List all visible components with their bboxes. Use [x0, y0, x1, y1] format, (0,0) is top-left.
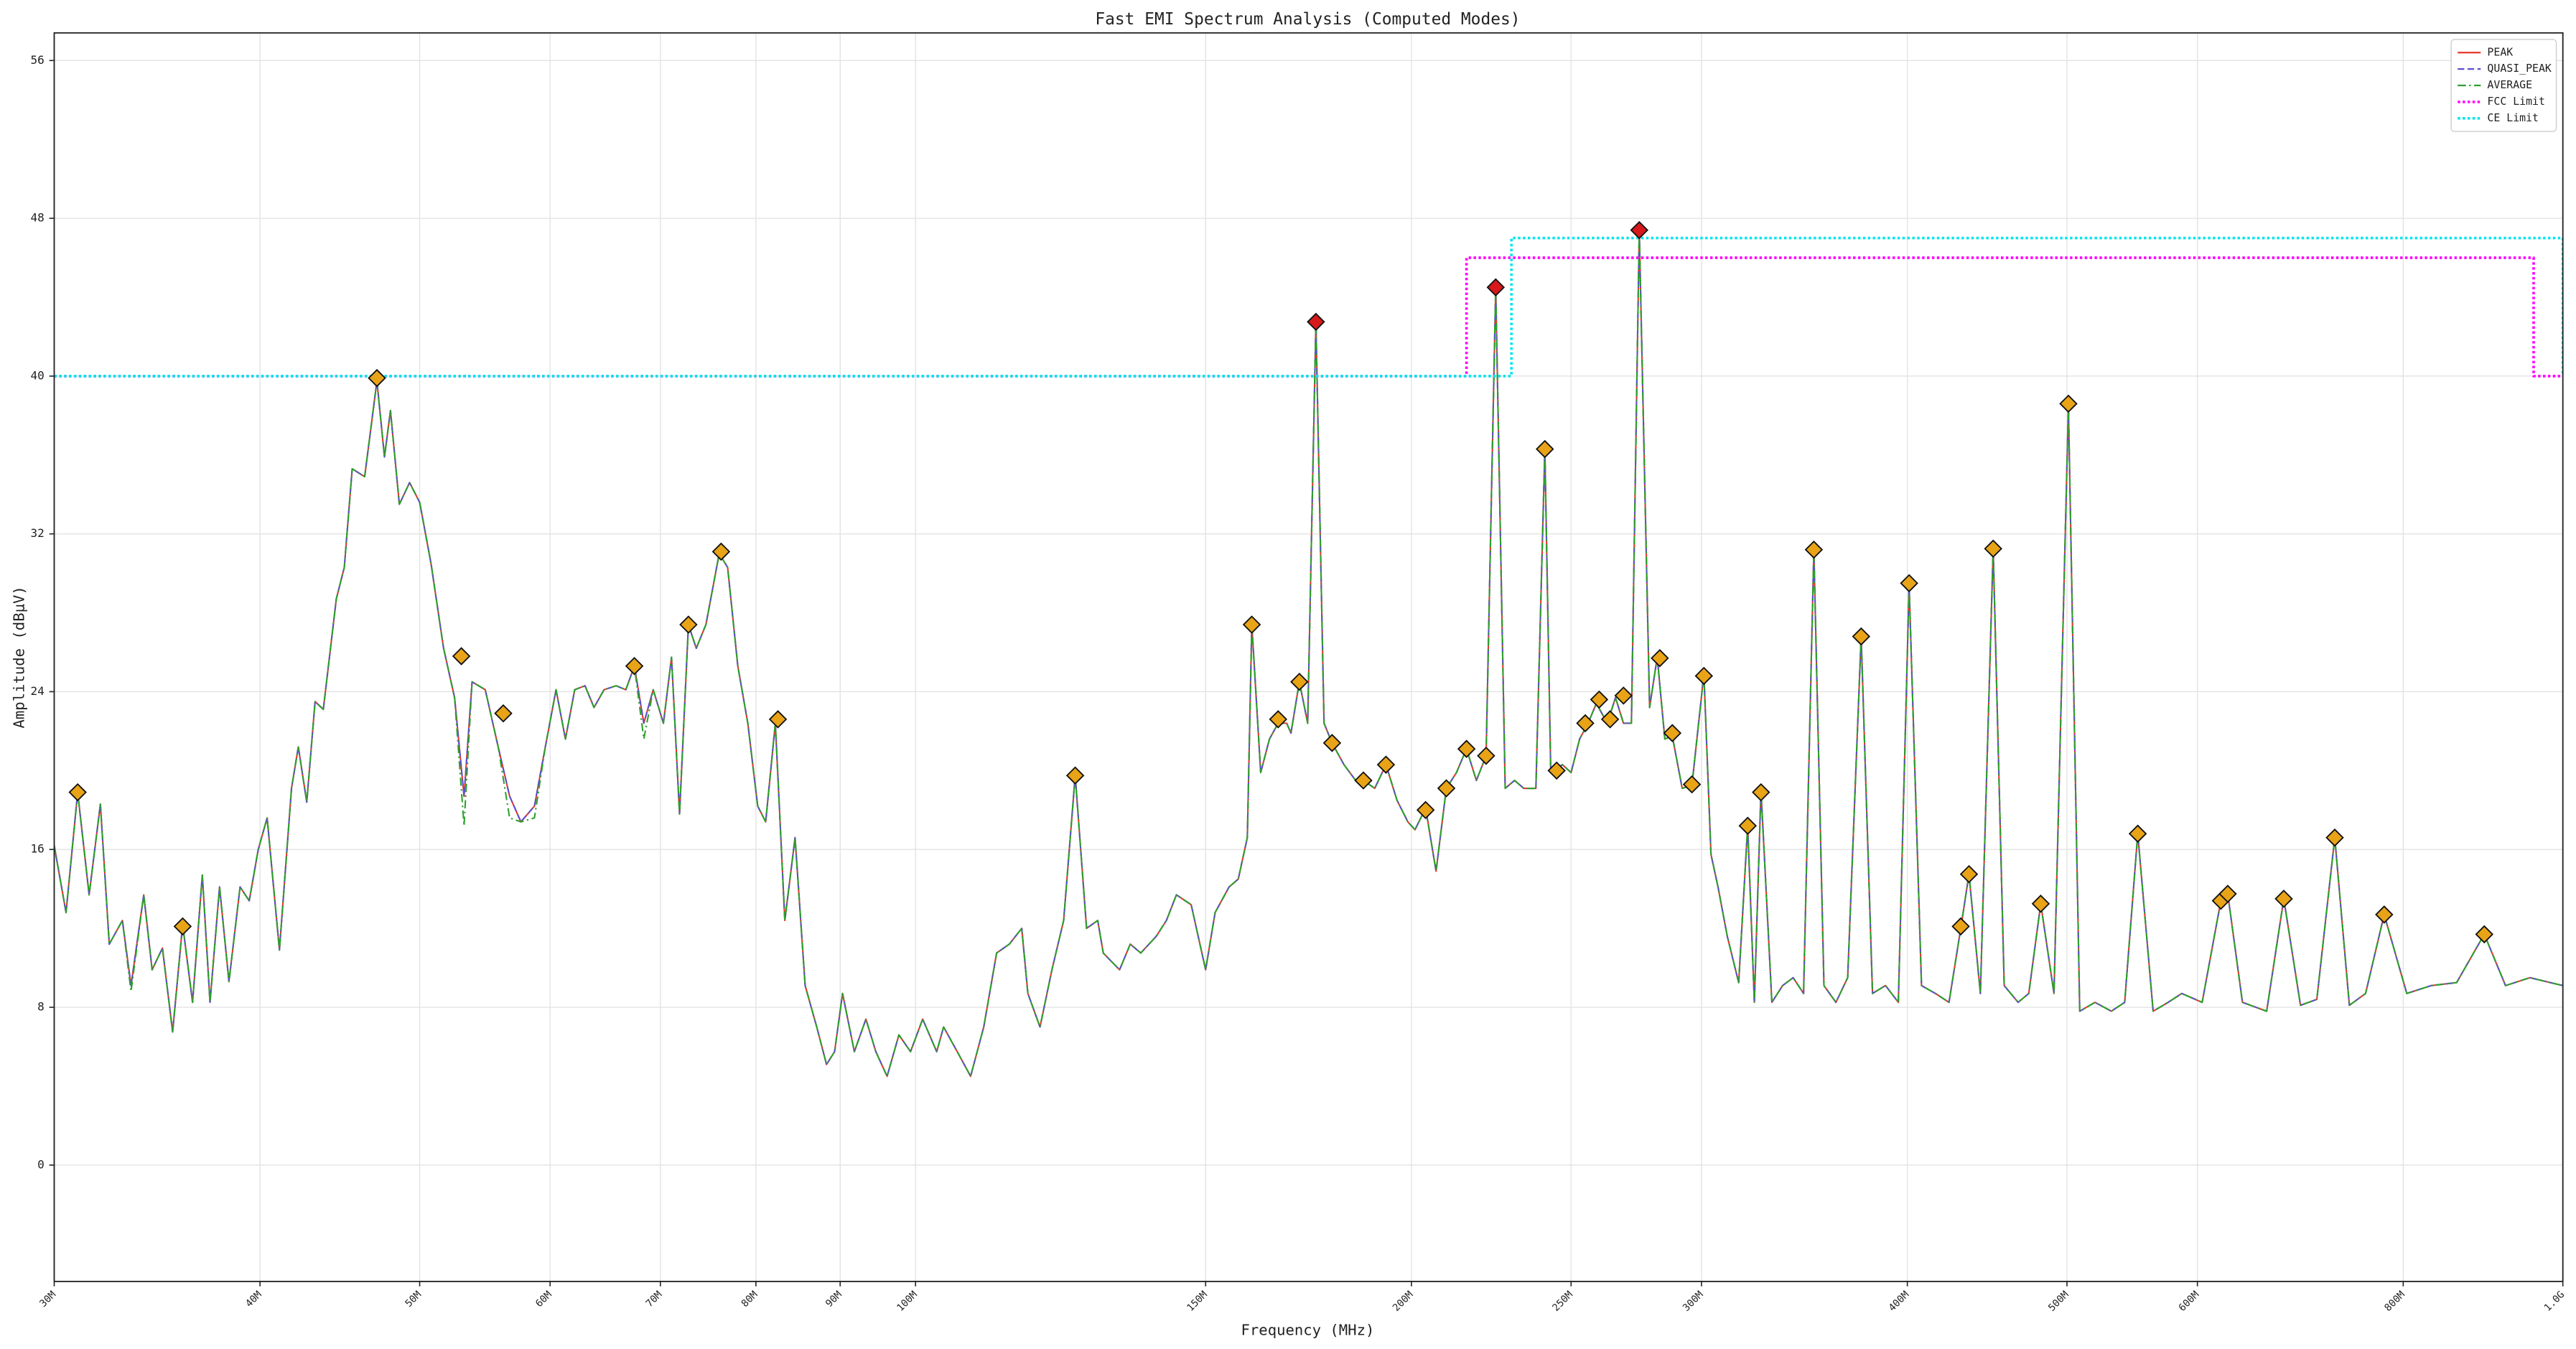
peak-marker [1322, 734, 1342, 752]
peak-marker [1269, 710, 1287, 729]
legend-label: FCC Limit [2487, 95, 2545, 108]
peak-marker [494, 704, 513, 723]
peak-marker [1752, 783, 1770, 802]
y-tick-label: 8 [37, 1000, 45, 1014]
plot-area [54, 229, 2563, 1078]
legend: PEAK QUASI_PEAK AVERAGE FCC Limit CE Limit [2450, 39, 2557, 132]
y-tick-label: 32 [31, 526, 45, 540]
y-axis-label: Amplitude (dBμV) [10, 586, 27, 728]
series-line [54, 256, 2563, 378]
peak-marker [1486, 278, 1506, 297]
peak-marker [2274, 890, 2293, 908]
peak-marker [711, 542, 731, 561]
peak-marker [679, 615, 698, 634]
legend-label: CE Limit [2487, 111, 2539, 124]
peak-marker [1547, 761, 1566, 780]
peak-marker [2218, 884, 2237, 903]
peak-marker [1065, 766, 1085, 785]
peak-marker [1477, 746, 1495, 765]
peak-marker [1651, 648, 1669, 668]
peak-marker [2375, 905, 2394, 924]
peak-marker [1590, 690, 1609, 709]
peak-marker [1663, 724, 1682, 742]
peak-marker [1307, 312, 1325, 332]
chart-title: Fast EMI Spectrum Analysis (Computed Mod… [1095, 10, 1520, 29]
y-tick-label: 48 [31, 211, 45, 225]
peak-marker [1437, 779, 1456, 798]
y-tick-label: 40 [31, 368, 45, 382]
peak-marker [2031, 895, 2050, 913]
peak-marker [1290, 672, 1309, 691]
peak-marker [368, 368, 386, 388]
peak-marker [1600, 710, 1620, 729]
peak-markers [68, 220, 2494, 944]
series-line [54, 236, 2563, 378]
peak-marker [68, 783, 87, 802]
y-tick-label: 24 [31, 684, 45, 698]
legend-label: QUASI_PEAK [2487, 62, 2552, 75]
peak-marker [1630, 220, 1649, 240]
y-tick-label: 0 [37, 1157, 45, 1171]
x-axis-label: Frequency (MHz) [1241, 1322, 1375, 1339]
peak-marker [1984, 539, 2002, 558]
peak-marker [2059, 394, 2078, 414]
peak-marker [1416, 800, 1435, 820]
peak-marker [173, 917, 192, 936]
peak-marker [2325, 828, 2344, 847]
peak-marker [1951, 917, 1970, 936]
peak-marker [1959, 864, 1979, 884]
series-line [54, 229, 2563, 1078]
peak-marker [1354, 771, 1373, 790]
peak-marker [768, 710, 788, 729]
peak-marker [1682, 775, 1702, 794]
peak-marker [1457, 739, 1476, 758]
y-tick-label: 56 [31, 53, 45, 67]
legend-label: PEAK [2487, 45, 2513, 58]
legend-box [2450, 39, 2557, 132]
peak-marker [1900, 574, 1918, 593]
peak-marker [1536, 439, 1554, 459]
peak-marker [1576, 714, 1595, 733]
peak-marker [452, 647, 471, 666]
peak-marker [2475, 925, 2494, 944]
peak-marker [2128, 824, 2147, 843]
peak-marker [1614, 686, 1633, 705]
peak-marker [1376, 755, 1396, 774]
peak-marker [1242, 615, 1261, 634]
peak-marker [1804, 540, 1824, 559]
y-tick-label: 16 [31, 842, 45, 856]
peak-marker [1694, 666, 1714, 686]
peak-marker [1852, 627, 1871, 646]
peak-marker [1738, 816, 1758, 835]
legend-label: AVERAGE [2487, 78, 2532, 91]
plot-frame [53, 32, 2564, 1282]
peak-marker [625, 656, 644, 676]
